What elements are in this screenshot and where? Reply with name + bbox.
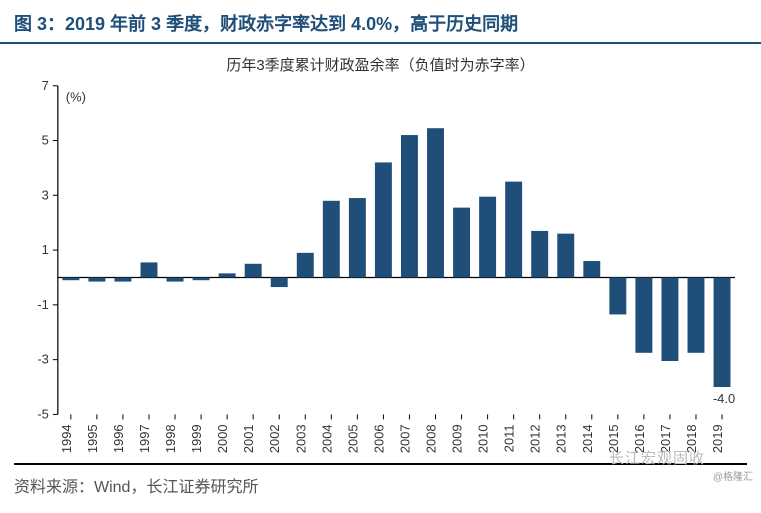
bar: [219, 273, 236, 277]
x-tick-label: 1999: [189, 424, 204, 453]
bar: [193, 277, 210, 280]
bar: [505, 182, 522, 278]
bar: [88, 277, 105, 281]
bar: [62, 277, 79, 280]
y-tick-label: -1: [37, 297, 49, 312]
bar: [583, 261, 600, 277]
x-tick-label: 2013: [554, 424, 569, 453]
watermark-text: 长江宏观固收: [609, 447, 705, 468]
y-tick-label: 1: [42, 242, 49, 257]
data-source: 资料来源：Wind，长江证券研究所: [0, 465, 761, 505]
bar: [714, 277, 731, 387]
x-tick-label: 2000: [215, 424, 230, 453]
x-tick-label: 2004: [319, 424, 334, 453]
y-tick-label: -3: [37, 352, 49, 367]
bar: [661, 277, 678, 361]
bar: [271, 277, 288, 287]
x-tick-label: 2010: [476, 424, 491, 453]
x-tick-label: 2009: [450, 424, 465, 453]
x-tick-label: 2001: [241, 424, 256, 453]
x-tick-label: 1998: [163, 424, 178, 453]
bar: [297, 253, 314, 278]
x-tick-label: 2019: [710, 424, 725, 453]
bar: [141, 262, 158, 277]
bar-chart: -5 -3 -1 1 3 5 7 (%) 1994 1995 1996 1997 1998 1999 200…: [14, 79, 747, 463]
x-tick-label: 1996: [111, 424, 126, 453]
x-tick-label: 2007: [397, 424, 412, 453]
chart-title: 历年3季度累计财政盈余率（负值时为赤字率）: [0, 44, 761, 79]
y-tick-label: -5: [37, 406, 49, 421]
x-tick-label: 1994: [59, 424, 74, 453]
watermark-attribution: @格隆汇: [713, 468, 753, 483]
y-tick-label: 3: [42, 187, 49, 202]
figure-title: 图 3：2019 年前 3 季度，财政赤字率达到 4.0%，高于历史同期: [0, 0, 761, 44]
bar: [427, 128, 444, 277]
x-tick-label: 2003: [293, 424, 308, 453]
x-tick-label: 1995: [85, 424, 100, 453]
bar: [245, 264, 262, 278]
bar: [688, 277, 705, 352]
bar: [167, 277, 184, 281]
bar: [401, 135, 418, 277]
bar: [531, 231, 548, 278]
bar: [557, 234, 574, 278]
y-tick-label: 5: [42, 133, 49, 148]
bar: [114, 277, 131, 281]
bar: [349, 198, 366, 277]
bar: [609, 277, 626, 314]
x-tick-label: 1997: [137, 424, 152, 453]
x-tick-label: 2014: [580, 424, 595, 453]
y-tick-label: 7: [42, 79, 49, 93]
bar: [375, 162, 392, 277]
chart-container: -5 -3 -1 1 3 5 7 (%) 1994 1995 1996 1997 1998 1999 200…: [14, 79, 747, 465]
x-tick-label: 2006: [371, 424, 386, 453]
bar: [453, 208, 470, 278]
value-callout: -4.0: [713, 391, 735, 406]
bar: [479, 197, 496, 278]
bar: [635, 277, 652, 352]
axis-unit-label: (%): [66, 90, 86, 105]
bar: [323, 201, 340, 278]
x-tick-label: 2002: [267, 424, 282, 453]
x-tick-label: 2011: [502, 424, 517, 452]
x-tick-label: 2012: [528, 424, 543, 453]
x-tick-label: 2005: [345, 424, 360, 453]
x-tick-label: 2008: [424, 424, 439, 453]
